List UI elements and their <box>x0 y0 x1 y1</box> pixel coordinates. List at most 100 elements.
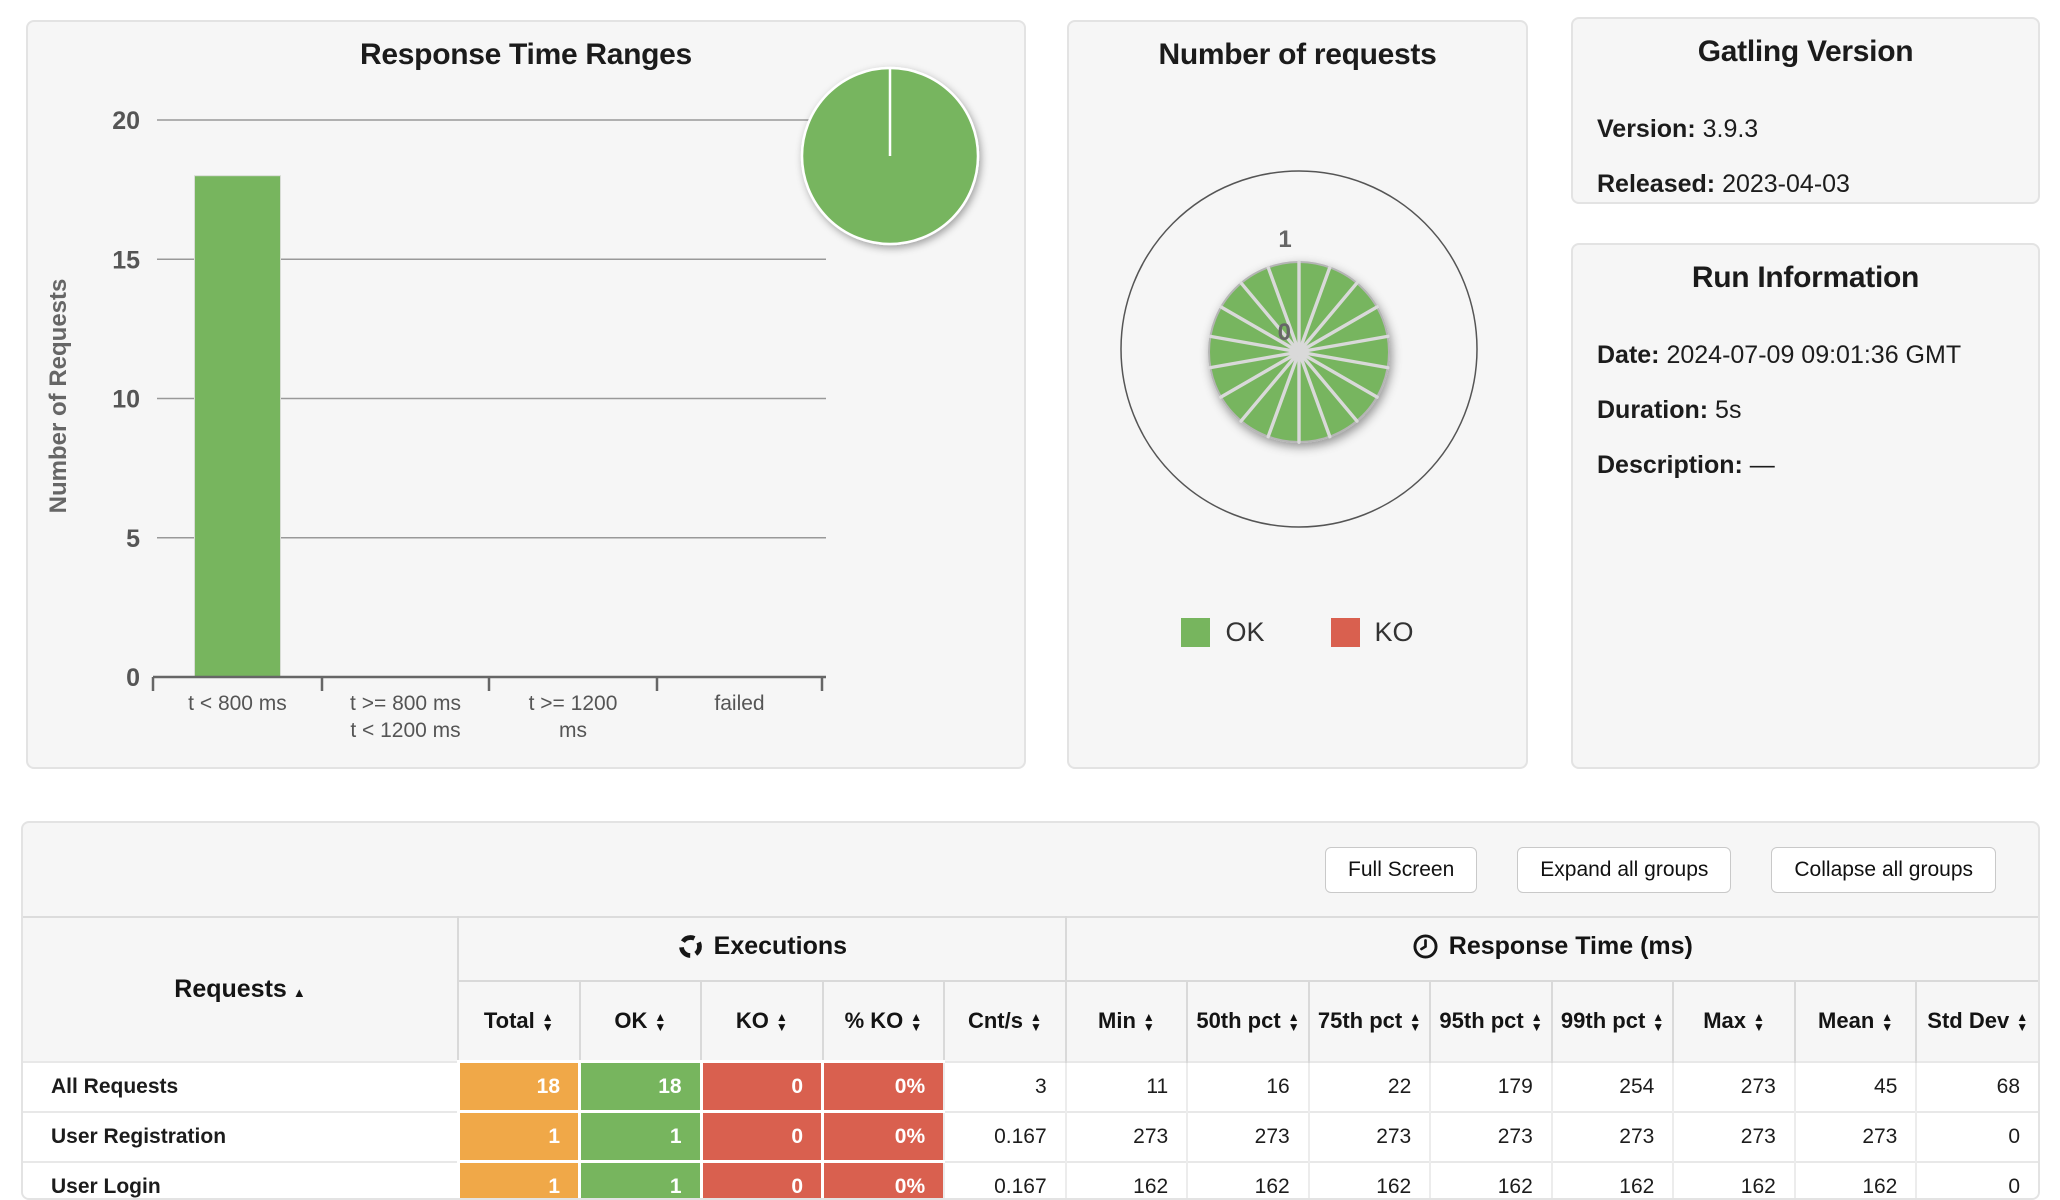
stat-cell: 16 <box>1186 1060 1309 1112</box>
column-header-ko[interactable]: KO ▲ ▼ <box>700 980 823 1062</box>
table-row: User Registration 1 1 0 0% 0.167 273 273 273 273 2… <box>23 1110 2038 1162</box>
column-header--ko[interactable]: % KO ▲ ▼ <box>821 980 945 1062</box>
y-tick-label: 20 <box>112 107 140 135</box>
request-name-link[interactable]: All Requests <box>23 1060 458 1112</box>
stat-cell: 0% <box>821 1060 945 1112</box>
legend-item-ko[interactable]: KO <box>1330 617 1414 648</box>
column-header-label: KO <box>735 1008 769 1033</box>
group-header-executions: Executions <box>457 917 1066 981</box>
full-screen-button[interactable]: Full Screen <box>1325 847 1478 893</box>
stat-cell: 18 <box>578 1060 702 1112</box>
legend-label: KO <box>1374 617 1414 647</box>
stat-cell: 68 <box>1915 1060 2038 1112</box>
expand-all-groups-button[interactable]: Expand all groups <box>1517 847 1732 893</box>
column-header-99th-pct[interactable]: 99th pct ▲ ▼ <box>1550 980 1674 1062</box>
stat-cell: 162 <box>1429 1160 1552 1198</box>
stat-cell: 254 <box>1550 1060 1674 1112</box>
info-row: Date: 2024-07-09 09:01:36 GMT <box>1597 341 2018 370</box>
chart-legend: OK KO <box>1069 617 1526 648</box>
request-name-link[interactable]: User Registration <box>23 1110 458 1162</box>
stat-cell: 273 <box>1186 1110 1309 1162</box>
column-header-cnt-s[interactable]: Cnt/s ▲ ▼ <box>943 980 1066 1062</box>
column-header-label: Mean <box>1818 1008 1875 1034</box>
column-header-total[interactable]: Total ▲ ▼ <box>457 980 580 1062</box>
statistics-table-body: All Requests 18 18 0 0% 3 11 16 22 179 254 273 45 68 U… <box>23 1060 2038 1198</box>
stat-cell: 273 <box>1307 1110 1431 1162</box>
executions-cycle-icon <box>678 934 702 958</box>
number-of-requests-title: Number of requests <box>1158 38 1437 71</box>
column-header-std-dev[interactable]: Std Dev ▲ ▼ <box>1915 980 2038 1062</box>
gatling-version-rows: Version: 3.9.3 Released: 2023-04-03 <box>1597 89 2018 199</box>
run-information-panel: Run Information Date: 2024-07-09 09:01:3… <box>1571 243 2040 769</box>
legend-swatch <box>1181 618 1211 647</box>
request-name-link[interactable]: User Login <box>23 1160 458 1198</box>
stat-cell: 0 <box>1915 1110 2038 1162</box>
stat-cell: 273 <box>1064 1110 1188 1162</box>
sort-arrows-icon: ▲ ▼ <box>541 1010 554 1035</box>
response-time-ranges-chart: Number of Requests 0 5 10 15 20 t < 800 ms t >=… <box>45 66 980 742</box>
stat-cell: 1 <box>456 1160 580 1198</box>
column-header-label: 99th pct <box>1560 1008 1646 1034</box>
response-time-clock-icon <box>1413 933 1438 959</box>
table-row: All Requests 18 18 0 0% 3 11 16 22 179 254 273 45 68 <box>23 1060 2038 1112</box>
stat-cell: 0 <box>699 1110 823 1162</box>
sort-arrows-icon: ▲ ▼ <box>1029 1010 1042 1035</box>
column-header-75th-pct[interactable]: 75th pct ▲ ▼ <box>1307 980 1431 1062</box>
y-tick-label: 10 <box>112 386 140 414</box>
stat-cell: 22 <box>1307 1060 1431 1112</box>
sort-arrows-icon: ▲ ▼ <box>1287 1010 1300 1035</box>
info-value: 3.9.3 <box>1695 115 1759 143</box>
gatling-version-panel: Gatling Version Version: 3.9.3 Released: … <box>1571 17 2040 204</box>
column-header-max[interactable]: Max ▲ ▼ <box>1672 980 1795 1062</box>
column-header-95th-pct[interactable]: 95th pct ▲ ▼ <box>1429 980 1552 1062</box>
stat-cell: 273 <box>1672 1060 1795 1112</box>
stat-cell: 1 <box>578 1110 702 1162</box>
column-header-label: % KO <box>844 1008 904 1033</box>
stat-cell: 273 <box>1550 1110 1674 1162</box>
sort-arrows-icon: ▲ ▼ <box>1652 1010 1665 1035</box>
column-header-label: OK <box>614 1008 648 1033</box>
column-header-min[interactable]: Min ▲ ▼ <box>1064 980 1188 1062</box>
stat-cell: 0 <box>699 1060 823 1112</box>
collapse-all-groups-button[interactable]: Collapse all groups <box>1771 847 1996 893</box>
sort-arrows-icon: ▲ ▼ <box>1753 1010 1765 1035</box>
y-tick-label: 15 <box>112 246 140 274</box>
info-row: Duration: 5s <box>1597 396 2018 425</box>
column-header-requests[interactable]: Requests ▲ <box>23 917 458 1062</box>
stat-cell: 18 <box>456 1060 580 1112</box>
info-label: Duration: <box>1597 396 1709 424</box>
column-header-mean[interactable]: Mean ▲ ▼ <box>1793 980 1917 1062</box>
response-time-ranges-panel: Response Time Ranges Number of Requests 0… <box>26 20 1026 769</box>
stat-cell: 162 <box>1793 1160 1917 1198</box>
column-header-label: Std Dev <box>1927 1008 2010 1034</box>
sort-arrows-icon: ▲ ▼ <box>654 1010 667 1035</box>
x-category-label: t < 1200 ms <box>350 719 460 742</box>
stat-cell: 162 <box>1186 1160 1309 1198</box>
x-category-label: t < 800 ms <box>188 692 287 715</box>
column-header-label: Min <box>1098 1008 1136 1034</box>
column-header-label: 50th pct <box>1196 1008 1281 1034</box>
stat-cell: 3 <box>943 1060 1066 1112</box>
y-tick-label: 5 <box>126 525 140 553</box>
run-information-rows: Date: 2024-07-09 09:01:36 GMT Duration: 5… <box>1597 315 2018 480</box>
info-label: Description: <box>1597 451 1743 479</box>
sort-arrows-icon: ▲ ▼ <box>1530 1010 1543 1035</box>
stat-cell: 11 <box>1064 1060 1188 1112</box>
statistics-panel: Full Screen Expand all groups Collapse all… <box>21 821 2040 1200</box>
column-header-label: 75th pct <box>1317 1008 1403 1034</box>
x-category-label: t >= 800 ms <box>350 692 461 715</box>
info-value: 2024-07-09 09:01:36 GMT <box>1659 341 1962 369</box>
legend-label: OK <box>1225 617 1265 647</box>
statistics-table-head: Requests ▲ Executions Response Time (ms) Tot… <box>23 917 2038 1062</box>
stat-cell: 45 <box>1793 1060 1917 1112</box>
group-header-response-time-ms-: Response Time (ms) <box>1064 917 2038 981</box>
requests-pie <box>1208 260 1390 444</box>
column-header-50th-pct[interactable]: 50th pct ▲ ▼ <box>1186 980 1309 1062</box>
column-header-ok[interactable]: OK ▲ ▼ <box>578 980 702 1062</box>
requests-header-label: Requests <box>174 974 287 1003</box>
stat-cell: 273 <box>1672 1110 1795 1162</box>
legend-item-ok[interactable]: OK <box>1181 617 1265 648</box>
info-value: 5s <box>1708 396 1742 424</box>
